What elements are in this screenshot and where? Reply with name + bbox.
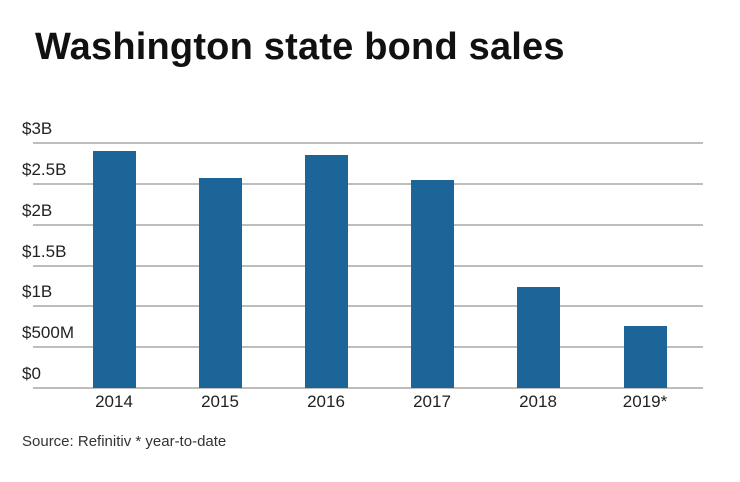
x-tick-label: 2014 bbox=[95, 392, 133, 411]
y-tick-label: $0 bbox=[22, 364, 41, 383]
y-tick-label: $1B bbox=[22, 282, 53, 302]
bar-2017 bbox=[411, 179, 454, 388]
bar-2014 bbox=[93, 151, 136, 388]
y-tick-label: $1.5B bbox=[22, 241, 67, 261]
bar-2019 bbox=[624, 325, 667, 388]
y-tick-label: $2.5B bbox=[22, 159, 67, 179]
gridline bbox=[33, 264, 703, 267]
gridline bbox=[33, 223, 703, 226]
x-tick-label: 2015 bbox=[201, 392, 239, 411]
y-tick-label: $3B bbox=[22, 119, 53, 138]
x-tick-label: 2018 bbox=[519, 392, 557, 411]
gridline bbox=[33, 182, 703, 185]
gridline bbox=[33, 387, 703, 389]
gridline bbox=[33, 142, 703, 144]
chart-title: Washington state bond sales bbox=[35, 26, 565, 68]
y-tick-label: $500M bbox=[22, 323, 74, 343]
source-note: Source: Refinitiv * year-to-date bbox=[22, 433, 227, 450]
bar-2018 bbox=[517, 286, 560, 388]
y-tick-label: $2B bbox=[22, 200, 53, 220]
gridline bbox=[33, 305, 703, 308]
x-tick-label: 2019* bbox=[622, 392, 668, 411]
bar-2016 bbox=[305, 155, 348, 388]
gridline bbox=[33, 346, 703, 349]
x-tick-label: 2016 bbox=[307, 392, 345, 411]
x-tick-label: 2017 bbox=[413, 392, 451, 411]
bar-2015 bbox=[199, 178, 242, 388]
